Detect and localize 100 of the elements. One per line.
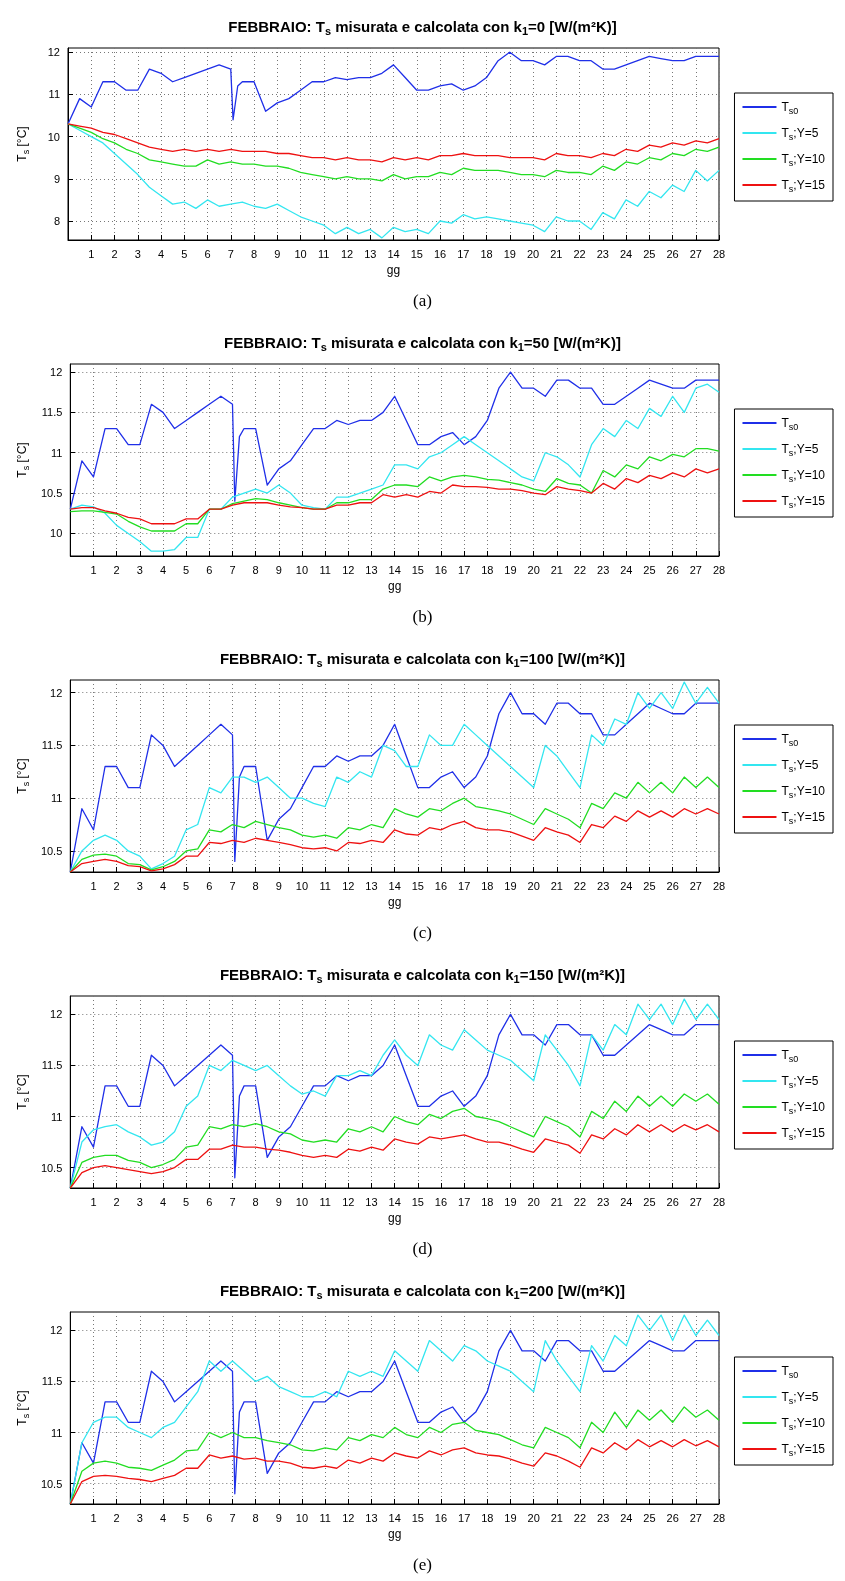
x-tick-label: 26 [666, 1511, 679, 1524]
y-tick-label: 11.5 [41, 739, 63, 752]
x-tick-label: 4 [159, 879, 167, 892]
x-tick-label: 10 [295, 1195, 309, 1208]
x-tick-label: 5 [183, 563, 190, 576]
x-tick-label: 27 [689, 563, 702, 576]
x-tick-label: 19 [504, 1195, 517, 1208]
text: (b) [411, 606, 434, 628]
x-tick-label: 4 [159, 1195, 167, 1208]
x-tick-label: 16 [434, 879, 448, 892]
x-tick-label: 18 [481, 563, 494, 576]
x-tick-label: 18 [481, 879, 494, 892]
y-tick-label: 11.5 [41, 406, 63, 419]
x-tick-label: 28 [712, 1195, 726, 1208]
y-tick-label: 11 [50, 446, 63, 459]
x-tick-label: 22 [573, 1195, 587, 1208]
x-tick-label: 16 [433, 247, 447, 260]
x-tick-label: 14 [388, 1511, 401, 1524]
x-tick-label: 26 [666, 1195, 679, 1208]
x-tick-label: 19 [504, 1511, 517, 1524]
x-tick-label: 5 [183, 879, 190, 892]
x-tick-label: 1 [90, 563, 97, 576]
x-tick-label: 6 [204, 247, 211, 260]
x-axis-title: gg [387, 1211, 402, 1225]
x-tick-label: 10 [295, 563, 309, 576]
y-axis-title: Ts [°C] [15, 758, 31, 794]
x-tick-label: 13 [365, 879, 378, 892]
x-tick-label: 15 [411, 879, 424, 892]
y-tick-label: 11 [50, 1426, 63, 1439]
x-tick-label: 17 [458, 563, 471, 576]
x-tick-label: 17 [458, 1511, 471, 1524]
x-tick-label: 2 [113, 563, 120, 576]
x-tick-label: 7 [229, 1511, 236, 1524]
x-tick-label: 16 [434, 563, 448, 576]
x-tick-label: 8 [252, 1511, 259, 1524]
x-tick-label: 28 [712, 879, 726, 892]
x-tick-label: 15 [410, 247, 423, 260]
x-tick-label: 21 [550, 563, 563, 576]
x-tick-label: 16 [434, 1195, 448, 1208]
x-tick-label: 24 [620, 879, 633, 892]
y-tick-label: 12 [50, 1008, 63, 1021]
x-tick-label: 23 [597, 879, 610, 892]
x-axis-title: gg [386, 263, 401, 277]
y-tick-label: 10 [47, 130, 60, 143]
x-tick-label: 12 [342, 1511, 355, 1524]
x-tick-label: 27 [689, 1511, 702, 1524]
x-tick-label: 18 [480, 247, 493, 260]
x-tick-label: 1 [90, 1195, 97, 1208]
x-tick-label: 20 [527, 1195, 540, 1208]
x-tick-label: 5 [181, 247, 188, 260]
x-tick-label: 20 [527, 563, 540, 576]
x-tick-label: 8 [252, 1195, 259, 1208]
line-series [69, 371, 720, 510]
x-tick-label: 17 [457, 247, 470, 260]
x-tick-label: 16 [434, 1511, 448, 1524]
x-tick-label: 3 [136, 1511, 143, 1524]
x-axis-title: gg [387, 1527, 402, 1541]
x-tick-label: 2 [111, 247, 118, 260]
x-tick-label: 2 [113, 1511, 120, 1524]
x-tick-label: 3 [134, 247, 141, 260]
x-tick-label: 8 [250, 247, 258, 260]
x-tick-label: 10 [295, 879, 309, 892]
x-tick-label: 28 [712, 1511, 726, 1524]
x-tick-label: 1 [90, 879, 97, 892]
x-tick-label: 8 [252, 563, 259, 576]
x-tick-label: 20 [526, 247, 540, 260]
y-tick-label: 12 [50, 1324, 63, 1337]
x-tick-label: 24 [620, 563, 633, 576]
x-tick-label: 26 [666, 879, 679, 892]
x-tick-label: 10 [295, 1511, 309, 1524]
x-tick-label: 15 [411, 563, 424, 576]
line-series [69, 448, 720, 532]
x-tick-label: 10 [294, 247, 307, 260]
x-tick-label: 24 [620, 1511, 633, 1524]
x-tick-label: 11 [319, 563, 331, 576]
text: (d) [411, 1238, 434, 1260]
x-tick-label: 22 [573, 247, 586, 260]
text: (c) [412, 922, 433, 944]
text: (e) [412, 1554, 433, 1576]
x-tick-label: 7 [227, 247, 234, 260]
x-tick-label: 24 [619, 247, 633, 260]
x-tick-label: 20 [527, 1511, 540, 1524]
y-tick-label: 10 [50, 527, 63, 540]
x-tick-label: 28 [712, 247, 726, 260]
text: (a) [412, 290, 433, 312]
x-tick-label: 17 [458, 1195, 471, 1208]
y-tick-label: 10.5 [40, 1477, 63, 1490]
x-tick-label: 11 [319, 879, 331, 892]
x-tick-label: 23 [596, 247, 609, 260]
y-tick-label: 11.5 [41, 1375, 63, 1388]
x-tick-label: 25 [643, 563, 656, 576]
x-tick-label: 15 [411, 1511, 424, 1524]
x-tick-label: 13 [365, 563, 378, 576]
x-tick-label: 25 [643, 879, 656, 892]
x-tick-label: 21 [550, 879, 563, 892]
x-tick-label: 19 [504, 563, 517, 576]
x-tick-label: 19 [504, 879, 517, 892]
y-axis-title: Ts [°C] [15, 126, 31, 162]
x-tick-label: 8 [252, 879, 259, 892]
x-tick-label: 26 [666, 247, 679, 260]
